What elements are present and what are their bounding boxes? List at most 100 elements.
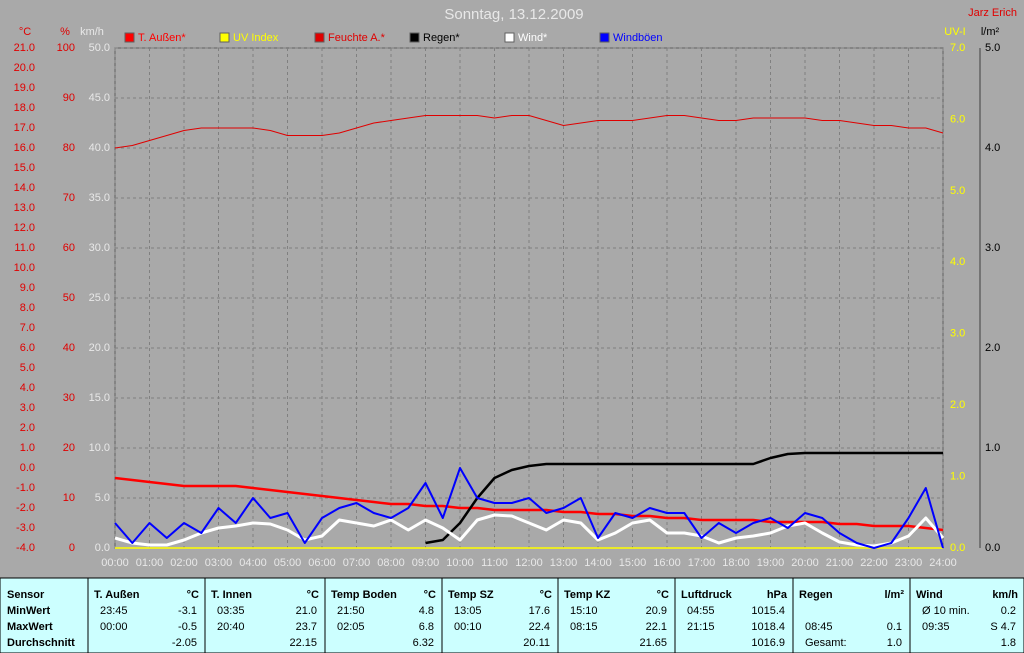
y-tick-label: 5.0 (985, 42, 1000, 54)
cell-value: 1.8 (1001, 637, 1016, 649)
series-line (114, 467, 944, 549)
x-tick-label: 04:00 (239, 557, 267, 569)
y-tick-label: 10.0 (89, 442, 110, 454)
y-tick-label: 80 (63, 142, 75, 154)
cell-value: 6.8 (419, 621, 434, 633)
y-tick-label: 4.0 (20, 382, 35, 394)
cell-value: 0.1 (887, 621, 902, 633)
cell-label: 09:35 (922, 621, 950, 633)
y-tick-label: 5.0 (20, 362, 35, 374)
y-tick-label: 7.0 (950, 42, 965, 54)
y-tick-label: 50.0 (89, 42, 110, 54)
y-tick-label: 20.0 (89, 342, 110, 354)
row-label: Sensor (7, 589, 45, 601)
y-tick-label: 14.0 (14, 182, 35, 194)
cell-label: Gesamt: (805, 637, 847, 649)
legend-swatch (314, 32, 325, 43)
x-tick-label: 12:00 (515, 557, 543, 569)
cell-label: 03:35 (217, 605, 245, 617)
y-tick-label: 1.0 (985, 442, 1000, 454)
legend-swatch (219, 32, 230, 43)
legend-label: T. Außen* (138, 32, 186, 44)
y-tick-label: 30 (63, 392, 75, 404)
cell-label: 21:15 (687, 621, 715, 633)
y-tick-label: 100 (57, 42, 75, 54)
y-tick-label: 30.0 (89, 242, 110, 254)
y-tick-label: 20.0 (14, 62, 35, 74)
cell-label: 04:55 (687, 605, 715, 617)
y-tick-label: -2.0 (16, 502, 35, 514)
axis-unit: l/m² (981, 26, 1000, 38)
x-tick-label: 24:00 (929, 557, 957, 569)
legend-label: Windböen (613, 32, 663, 44)
x-tick-label: 09:00 (412, 557, 440, 569)
x-tick-label: 21:00 (826, 557, 854, 569)
cell-value: 21.65 (639, 637, 667, 649)
legend-swatch (124, 32, 135, 43)
x-tick-label: 05:00 (274, 557, 302, 569)
cell-value: 21.0 (296, 605, 317, 617)
cell-label: 00:00 (100, 621, 128, 633)
y-tick-label: 4.0 (950, 256, 965, 268)
x-tick-label: 13:00 (550, 557, 578, 569)
y-tick-label: -4.0 (16, 542, 35, 554)
y-tick-label: 18.0 (14, 102, 35, 114)
y-tick-label: 0.0 (985, 542, 1000, 554)
legend-label: Feuchte A.* (328, 32, 386, 44)
row-label: MaxWert (7, 621, 53, 633)
legend-swatch (409, 32, 420, 43)
cell-label: 00:10 (454, 621, 482, 633)
series-line (114, 115, 944, 149)
author: Jarz Erich (968, 7, 1017, 19)
stats-background (0, 577, 1024, 653)
y-tick-label: 2.0 (950, 399, 965, 411)
y-tick-label: 3.0 (950, 328, 965, 340)
legend-label: Regen* (423, 32, 460, 44)
legend-label: Wind* (518, 32, 548, 44)
cell-label: 08:45 (805, 621, 833, 633)
y-tick-label: 9.0 (20, 282, 35, 294)
y-tick-label: 7.0 (20, 322, 35, 334)
column-unit: °C (187, 589, 199, 601)
series-line (425, 451, 943, 545)
y-tick-label: 10.0 (14, 262, 35, 274)
legend-swatch (599, 32, 610, 43)
x-tick-label: 22:00 (860, 557, 888, 569)
cell-value: 1018.4 (751, 621, 785, 633)
x-tick-label: 14:00 (584, 557, 612, 569)
cell-value: -2.05 (172, 637, 197, 649)
y-tick-label: 20 (63, 442, 75, 454)
y-tick-label: 45.0 (89, 92, 110, 104)
y-tick-label: 5.0 (95, 492, 110, 504)
y-tick-label: 50 (63, 292, 75, 304)
x-tick-label: 23:00 (895, 557, 923, 569)
cell-label: 21:50 (337, 605, 365, 617)
cell-value: 6.32 (413, 637, 434, 649)
legend-swatch (504, 32, 515, 43)
x-tick-label: 16:00 (653, 557, 681, 569)
axis-unit: UV-I (944, 26, 965, 38)
y-tick-label: 6.0 (20, 342, 35, 354)
column-header: Wind (916, 589, 943, 601)
y-tick-label: 5.0 (950, 185, 965, 197)
column-header: T. Außen (94, 589, 140, 601)
column-unit: hPa (767, 589, 788, 601)
x-tick-label: 17:00 (688, 557, 716, 569)
x-tick-label: 20:00 (791, 557, 819, 569)
axis-unit: °C (19, 26, 31, 38)
y-tick-label: 15.0 (89, 392, 110, 404)
cell-value: 0.2 (1001, 605, 1016, 617)
y-tick-label: 6.0 (950, 113, 965, 125)
cell-value: 1016.9 (751, 637, 785, 649)
column-header: Regen (799, 589, 833, 601)
x-tick-label: 00:00 (101, 557, 129, 569)
y-tick-label: 3.0 (20, 402, 35, 414)
column-unit: l/m² (884, 589, 904, 601)
cell-label: 23:45 (100, 605, 128, 617)
x-tick-label: 01:00 (136, 557, 164, 569)
column-unit: °C (540, 589, 552, 601)
x-tick-label: 02:00 (170, 557, 198, 569)
y-tick-label: 2.0 (985, 342, 1000, 354)
y-tick-label: 1.0 (20, 442, 35, 454)
